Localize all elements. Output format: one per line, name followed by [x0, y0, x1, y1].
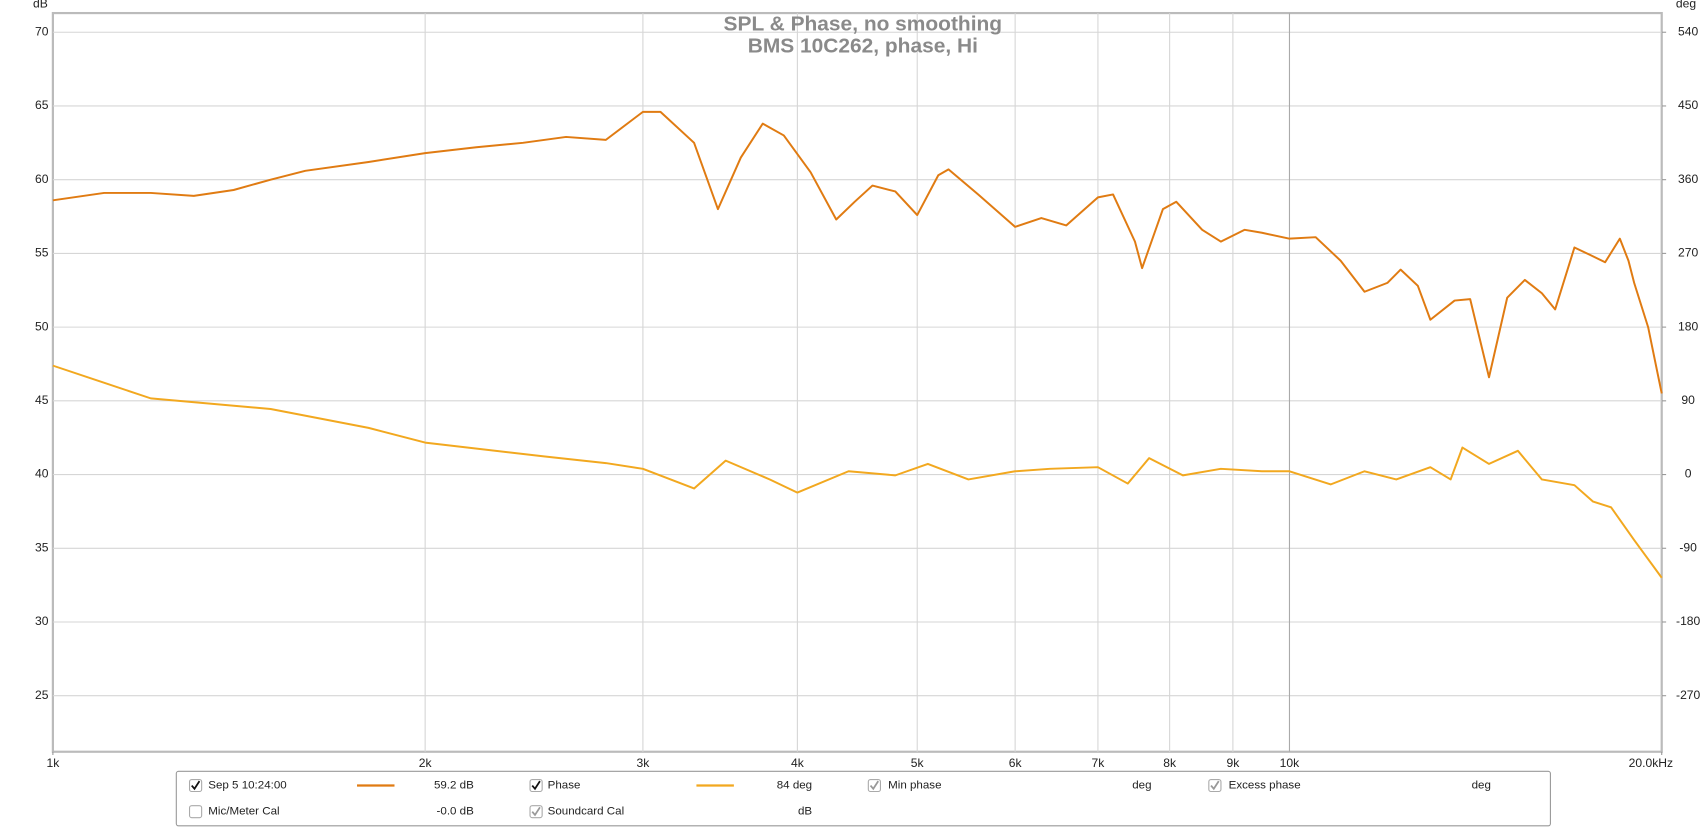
y-tick-label: 35: [35, 541, 49, 555]
legend-readout: 84 deg: [777, 780, 812, 792]
legend-label: Excess phase: [1229, 780, 1301, 792]
legend-readout: 59.2 dB: [434, 780, 474, 792]
legend-check: [531, 780, 541, 791]
y2-tick-label: 90: [1681, 393, 1695, 407]
legend-label: Mic/Meter Cal: [208, 806, 279, 818]
legend-readout: deg: [1132, 780, 1151, 792]
x-tick-label: 3k: [636, 756, 650, 770]
x-tick-label: 4k: [791, 756, 805, 770]
y2-tick-label: -270: [1676, 688, 1701, 702]
y-tick-label: 25: [35, 688, 49, 702]
series-line: [52, 364, 1663, 579]
y-axis-label: dB: [33, 0, 48, 11]
series-line: [52, 110, 1663, 394]
legend-check: [869, 780, 879, 791]
x-tick-label: 20.0kHz: [1629, 756, 1673, 770]
legend-label: Min phase: [888, 780, 941, 792]
x-tick-label: 6k: [1009, 756, 1023, 770]
legend-label: Soundcard Cal: [548, 806, 625, 818]
legend-checkbox[interactable]: [188, 805, 203, 819]
x-tick-label: 5k: [911, 756, 925, 770]
y2-axis-label: deg: [1676, 0, 1696, 11]
legend-box: [175, 770, 1551, 827]
chart-title: SPL & Phase, no smoothing: [724, 13, 1003, 36]
y-tick-label: 30: [35, 614, 49, 628]
y2-tick-label: 180: [1678, 319, 1699, 333]
y2-tick-label: -180: [1676, 614, 1701, 628]
legend-check: [531, 806, 541, 817]
chart-subtitle: BMS 10C262, phase, Hi: [748, 34, 978, 57]
legend-label: Phase: [548, 780, 581, 792]
y-tick-label: 65: [35, 98, 49, 112]
legend-label: Sep 5 10:24:00: [208, 780, 286, 792]
legend-check: [191, 780, 201, 791]
y2-tick-label: 360: [1678, 172, 1699, 186]
x-tick-label: 1k: [46, 756, 60, 770]
legend-readout: dB: [798, 806, 812, 818]
x-tick-label: 9k: [1226, 756, 1240, 770]
y-tick-label: 70: [35, 24, 49, 38]
x-tick-label: 2k: [419, 756, 433, 770]
legend-readout: deg: [1472, 780, 1491, 792]
y-tick-label: 60: [35, 172, 49, 186]
y2-tick-label: 270: [1678, 246, 1699, 260]
grid: [52, 13, 1662, 752]
x-tick-label: 8k: [1163, 756, 1177, 770]
y-tick-label: 50: [35, 319, 49, 333]
y-tick-label: 40: [35, 467, 49, 481]
y-tick-label: 55: [35, 246, 49, 260]
x-tick-label: 10k: [1280, 756, 1301, 770]
legend-readout: -0.0 dB: [437, 806, 475, 818]
y-tick-label: 45: [35, 393, 49, 407]
y2-tick-label: -90: [1679, 541, 1697, 555]
x-tick-label: 7k: [1092, 756, 1106, 770]
y2-tick-label: 540: [1678, 24, 1699, 38]
y2-tick-label: 0: [1685, 467, 1692, 481]
y2-tick-label: 450: [1678, 98, 1699, 112]
plot-frame: [51, 11, 1663, 753]
legend-check: [1210, 780, 1220, 791]
